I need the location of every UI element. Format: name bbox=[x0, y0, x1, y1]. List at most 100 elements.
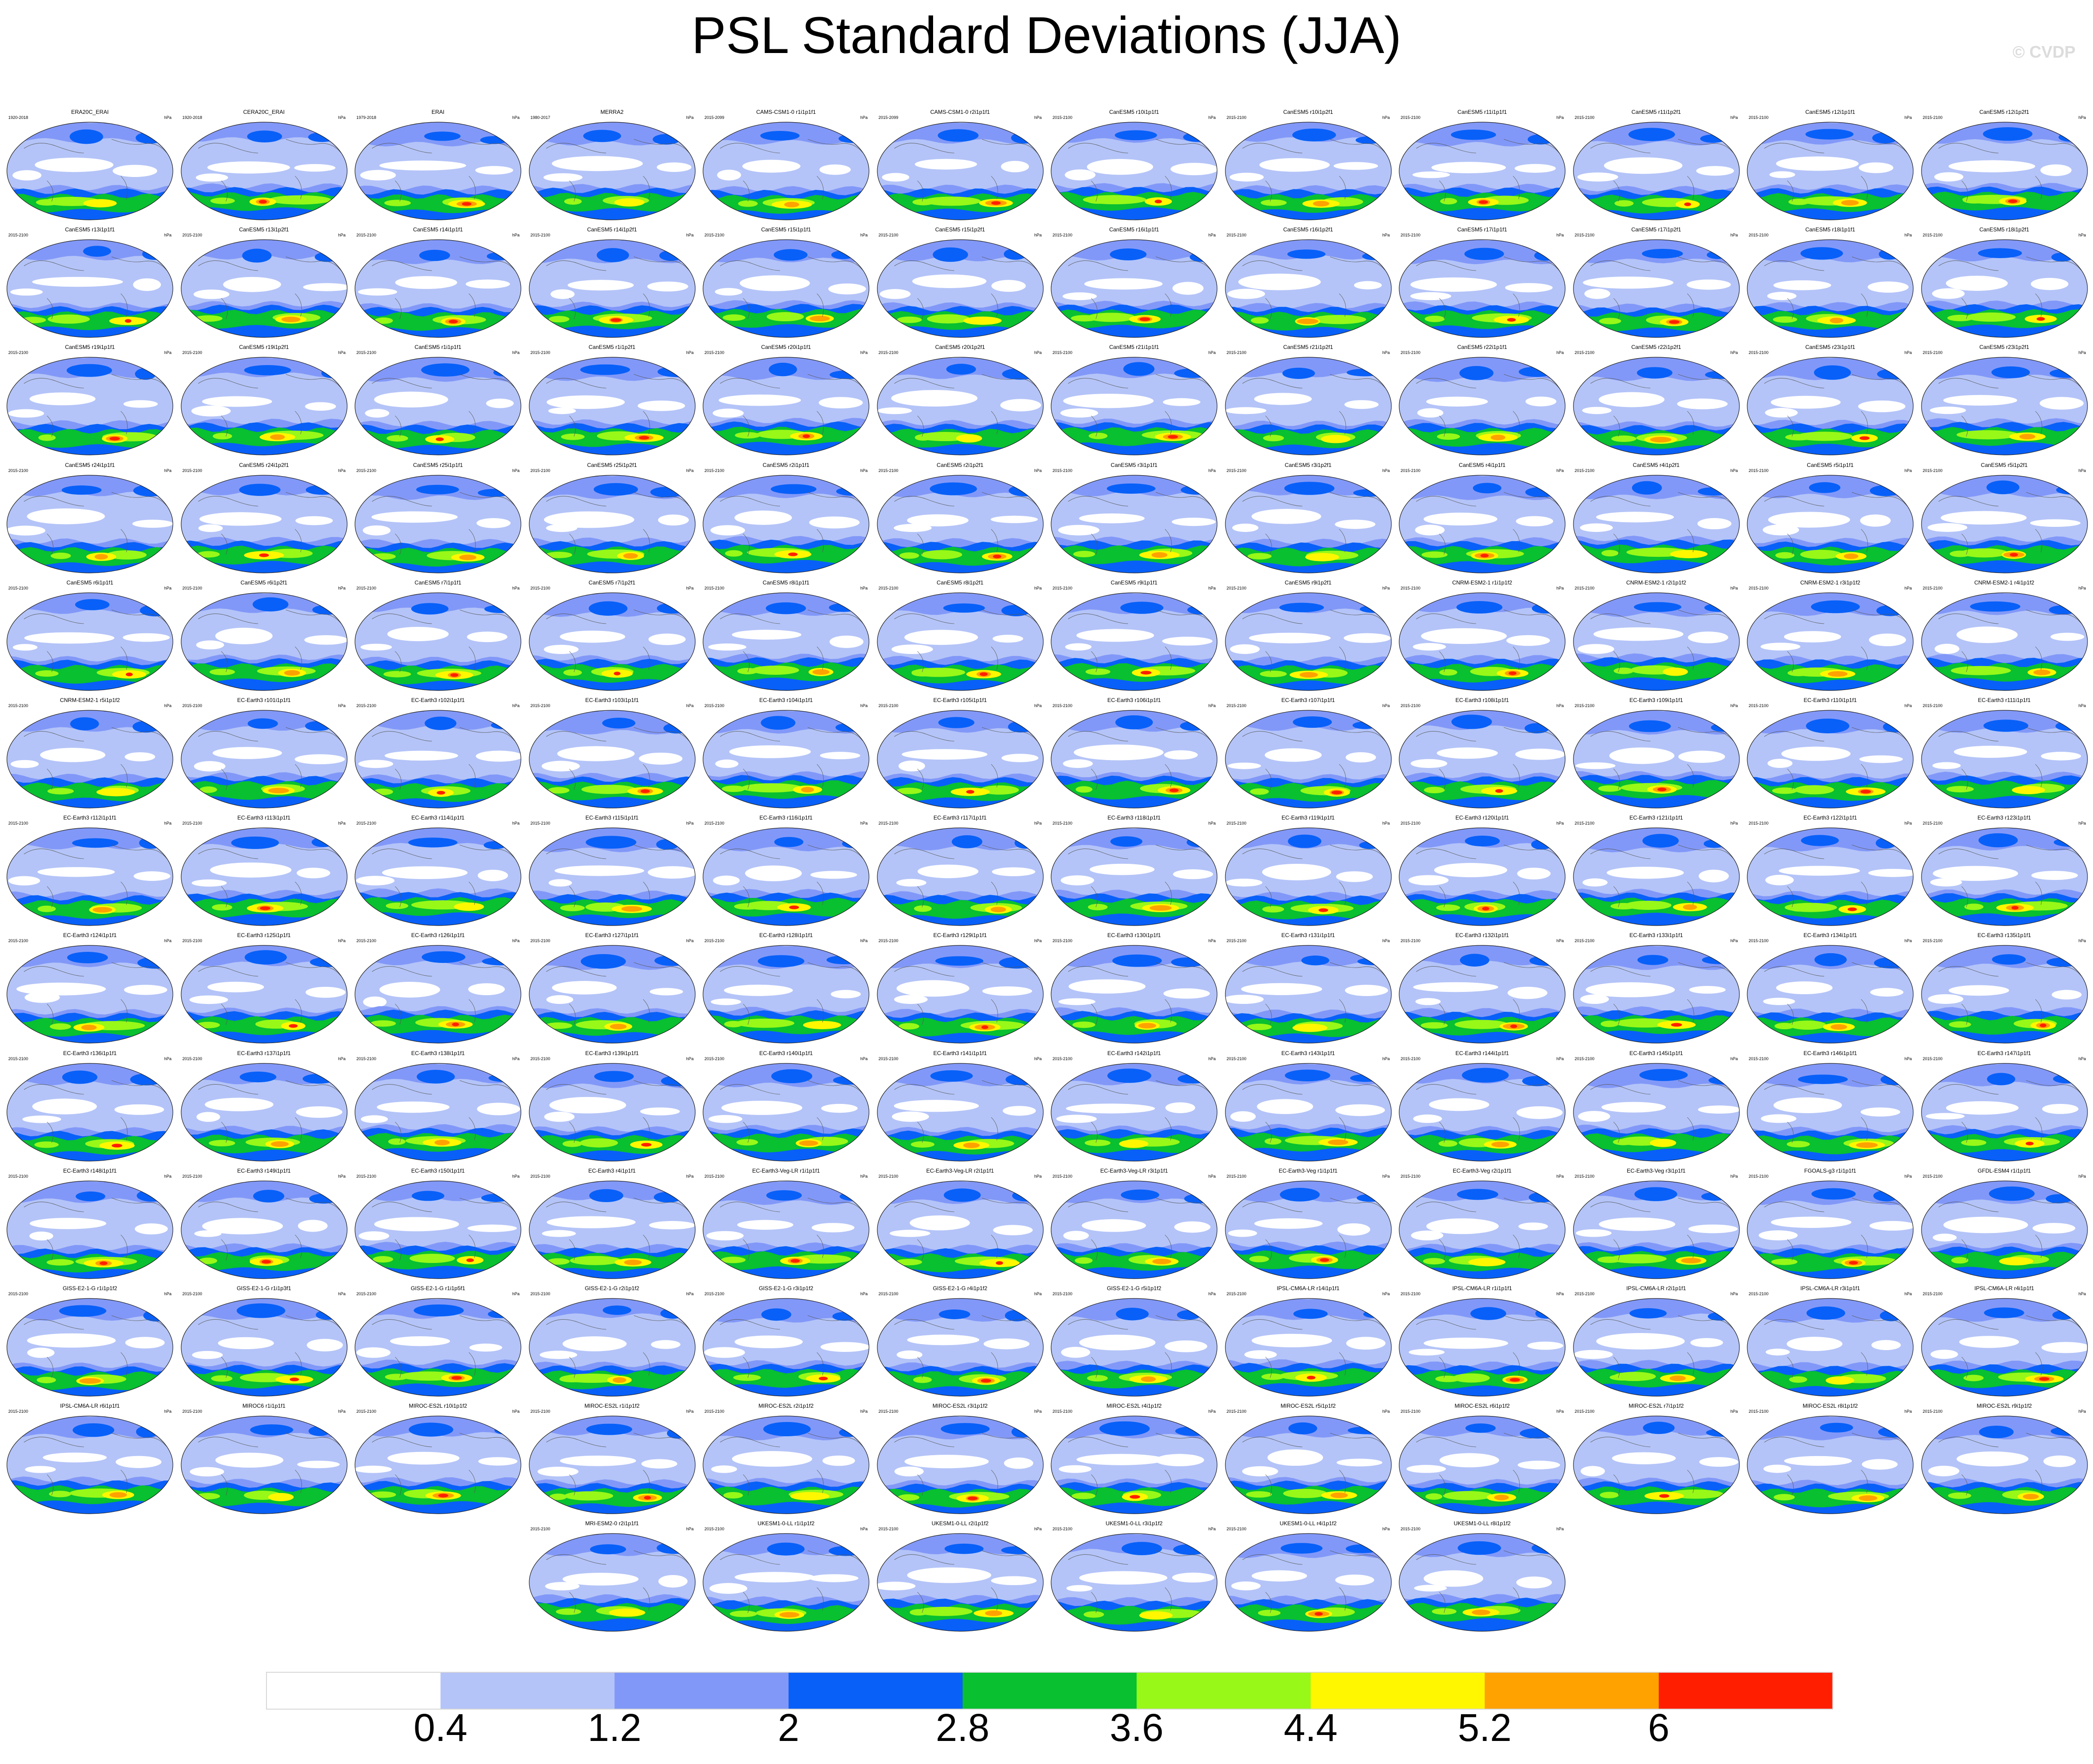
map-panel: IPSL-CM6A-LR r14i1p1f1 2015-2100 hPa bbox=[1224, 1285, 1393, 1399]
panel-years: 2015-2100 bbox=[8, 1174, 29, 1179]
map-panel: GISS-E2-1-G r4i1p1f2 2015-2100 hPa bbox=[876, 1285, 1045, 1399]
panel-years: 2015-2100 bbox=[1052, 1174, 1073, 1179]
panel-units: hPa bbox=[1382, 233, 1390, 238]
panel-years: 2015-2100 bbox=[530, 821, 550, 826]
panel-units: hPa bbox=[1730, 938, 1738, 944]
panel-title: CanESM5 r13i1p1f1 bbox=[65, 226, 115, 233]
panel-years: 2015-2100 bbox=[1052, 821, 1073, 826]
panel-map bbox=[1224, 1062, 1392, 1162]
panel-years: 2015-2100 bbox=[1574, 585, 1595, 590]
panel-units: hPa bbox=[1556, 1292, 1564, 1296]
map-panel: CanESM5 r14i1p2f1 2015-2100 hPa bbox=[528, 226, 697, 341]
panel-years: 2015-2100 bbox=[182, 1292, 202, 1296]
map-panel: CanESM5 r22i1p1f1 2015-2100 hPa bbox=[1398, 344, 1567, 458]
panel-units: hPa bbox=[1034, 821, 1042, 826]
panel-units: hPa bbox=[512, 1174, 520, 1179]
panel-map bbox=[355, 357, 521, 455]
panel-map bbox=[876, 827, 1044, 926]
map-panel: CanESM5 r6i1p2f1 2015-2100 hPa bbox=[180, 579, 349, 694]
panel-years: 2015-2100 bbox=[1749, 938, 1769, 944]
panel-years: 2015-2100 bbox=[1401, 938, 1421, 944]
panel-units: hPa bbox=[338, 1174, 346, 1179]
map-panel: EC-Earth3 r140i1p1f1 2015-2100 hPa bbox=[702, 1050, 870, 1164]
map-panel: EC-Earth3 r129i1p1f1 2015-2100 hPa bbox=[876, 932, 1045, 1046]
panel-years: 2015-2100 bbox=[1052, 1527, 1073, 1532]
panel-years: 2015-2100 bbox=[1401, 703, 1421, 708]
panel-map bbox=[355, 1062, 521, 1162]
panel-years: 2015-2100 bbox=[1574, 1292, 1595, 1296]
panel-map bbox=[1747, 1062, 1914, 1162]
panel-map bbox=[1921, 1416, 2088, 1514]
map-panel: CanESM5 r17i1p1f1 2015-2100 hPa bbox=[1398, 226, 1567, 341]
panel-years: 2015-2100 bbox=[1922, 1056, 1943, 1061]
panel-years: 2015-2100 bbox=[530, 585, 550, 590]
panel-map bbox=[1051, 827, 1218, 926]
map-panel: CanESM5 r9i1p2f1 2015-2100 hPa bbox=[1224, 579, 1393, 694]
panel-map bbox=[1573, 1416, 1740, 1514]
panel-years: 2015-2100 bbox=[1922, 1409, 1943, 1414]
panel-map bbox=[6, 357, 173, 455]
panel-map bbox=[1921, 357, 2088, 455]
panel-title: CNRM-ESM2-1 r2i1p1f2 bbox=[1626, 579, 1686, 586]
panel-units: hPa bbox=[1556, 1527, 1564, 1532]
panel-map bbox=[1921, 239, 2088, 338]
panel-units: hPa bbox=[1556, 821, 1564, 826]
panel-units: hPa bbox=[338, 821, 346, 826]
map-panel: EC-Earth3 r126i1p1f1 2015-2100 hPa bbox=[354, 932, 522, 1046]
panel-map bbox=[528, 1180, 696, 1279]
panel-years: 2015-2100 bbox=[1052, 938, 1073, 944]
panel-years: 2015-2100 bbox=[1226, 350, 1247, 355]
panel-years: 2015-2100 bbox=[878, 938, 899, 944]
panel-title: GISS-E2-1-G r4i1p1f2 bbox=[933, 1285, 987, 1292]
panel-units: hPa bbox=[1730, 233, 1738, 238]
panel-units: hPa bbox=[1382, 703, 1390, 708]
panel-map bbox=[1747, 1416, 1914, 1514]
panel-years: 2015-2100 bbox=[1574, 233, 1595, 238]
panel-units: hPa bbox=[686, 115, 694, 120]
panel-units: hPa bbox=[164, 585, 171, 590]
map-panel: CanESM5 r16i1p2f1 2015-2100 hPa bbox=[1224, 226, 1393, 341]
panel-units: hPa bbox=[1556, 585, 1564, 590]
panel-title: CanESM5 r15i1p2f1 bbox=[935, 226, 985, 233]
panel-title: EC-Earth3 r124i1p1f1 bbox=[63, 932, 117, 939]
map-panel: CanESM5 r3i1p1f1 2015-2100 hPa bbox=[1050, 462, 1218, 576]
panel-map bbox=[528, 1533, 696, 1632]
panel-map bbox=[703, 239, 869, 338]
panel-years: 2015-2100 bbox=[878, 1292, 899, 1296]
panel-map bbox=[1224, 945, 1392, 1044]
colorbar-tick-label: 2 bbox=[778, 1706, 799, 1749]
panel-units: hPa bbox=[1556, 1174, 1564, 1179]
panel-units: hPa bbox=[2078, 468, 2086, 473]
panel-map bbox=[1224, 1298, 1392, 1397]
panel-title: EC-Earth3 r105i1p1f1 bbox=[933, 697, 987, 703]
panel-title: CanESM5 r15i1p1f1 bbox=[761, 226, 811, 233]
panel-years: 2015-2100 bbox=[182, 1174, 202, 1179]
panel-units: hPa bbox=[338, 1056, 346, 1061]
panel-map bbox=[1747, 1180, 1914, 1279]
panel-title: CanESM5 r14i1p2f1 bbox=[587, 226, 637, 233]
panel-units: hPa bbox=[164, 821, 171, 826]
map-panel: MIROC-ES2L r2i1p1f2 2015-2100 hPa bbox=[702, 1403, 870, 1517]
panel-map bbox=[6, 1062, 173, 1162]
panel-years: 2015-2100 bbox=[356, 350, 377, 355]
panel-title: EC-Earth3-Veg r1i1p1f1 bbox=[1278, 1167, 1338, 1174]
panel-years: 2015-2100 bbox=[8, 468, 29, 473]
panel-title: EC-Earth3 r104i1p1f1 bbox=[759, 697, 813, 703]
panel-map bbox=[6, 710, 173, 808]
map-panel: GISS-E2-1-G r1i1p3f1 2015-2100 hPa bbox=[180, 1285, 349, 1399]
panel-title: EC-Earth3 r125i1p1f1 bbox=[237, 932, 291, 939]
map-panel: EC-Earth3 r101i1p1f1 2015-2100 hPa bbox=[180, 697, 349, 811]
map-panel: GISS-E2-1-G r5i1p1f2 2015-2100 hPa bbox=[1050, 1285, 1218, 1399]
panel-years: 2015-2100 bbox=[1574, 1409, 1595, 1414]
panel-units: hPa bbox=[1208, 1056, 1216, 1061]
panel-years: 2015-2100 bbox=[8, 821, 29, 826]
panel-units: hPa bbox=[512, 703, 520, 708]
panel-title: EC-Earth3 r110i1p1f1 bbox=[1803, 697, 1857, 703]
panel-map bbox=[528, 357, 696, 455]
map-panel: EC-Earth3 r133i1p1f1 2015-2100 hPa bbox=[1572, 932, 1741, 1046]
panel-years: 2015-2100 bbox=[1226, 703, 1247, 708]
panel-years: 2015-2100 bbox=[1226, 1292, 1247, 1296]
panel-title: EC-Earth3 r148i1p1f1 bbox=[63, 1167, 117, 1174]
map-panel: IPSL-CM6A-LR r3i1p1f1 2015-2100 hPa bbox=[1746, 1285, 1915, 1399]
panel-units: hPa bbox=[512, 938, 520, 944]
